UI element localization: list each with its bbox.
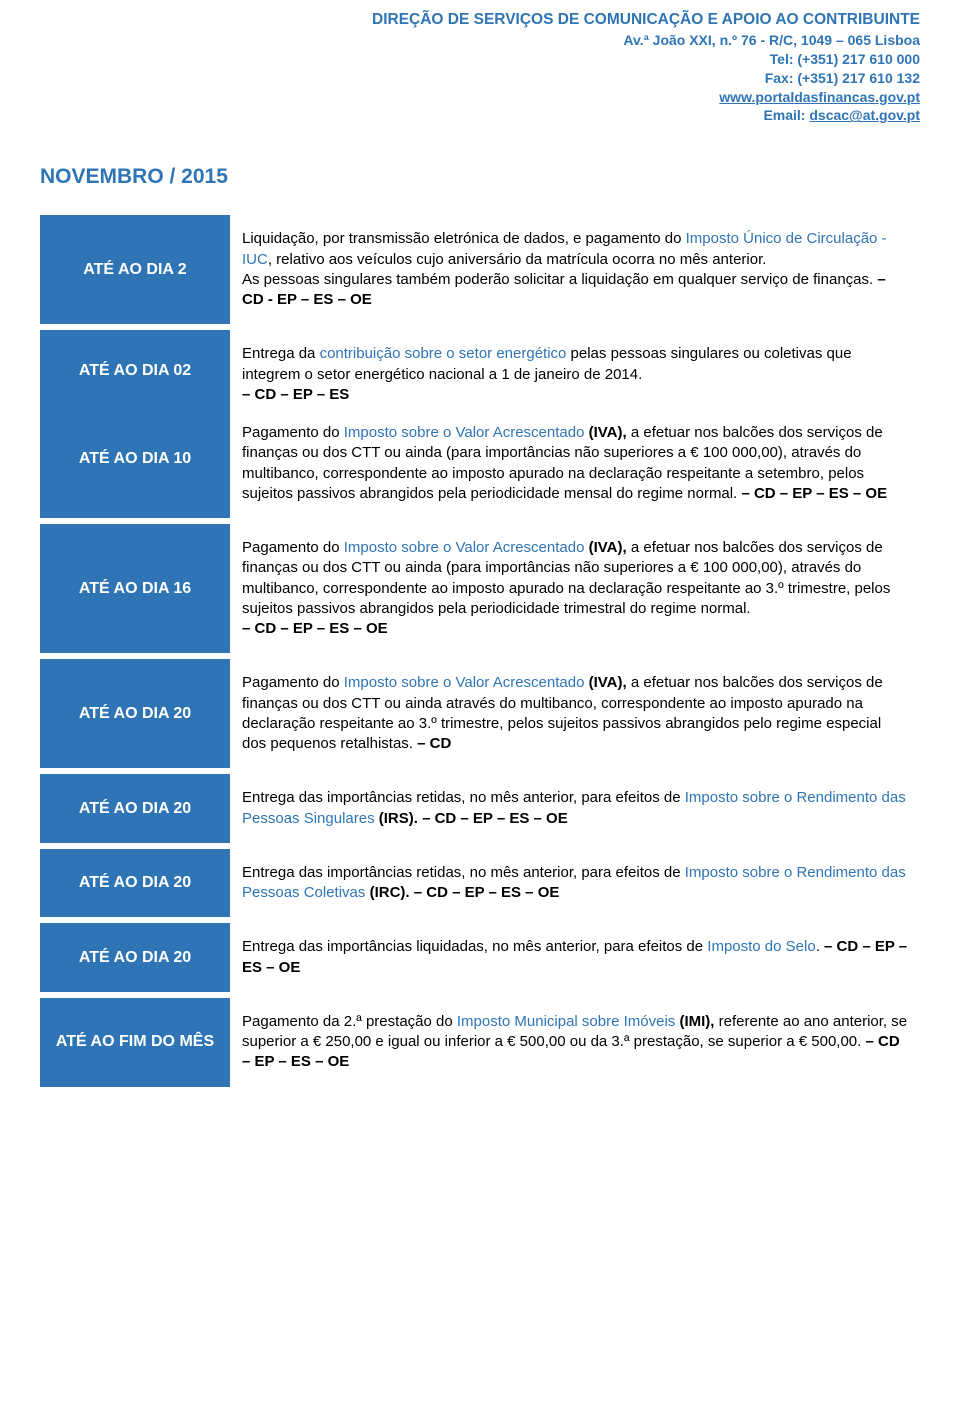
deadline-label: ATÉ AO DIA 02 [40, 340, 230, 410]
body-text: Entrega das importâncias retidas, no mês… [242, 864, 685, 881]
obligation-block: Pagamento do Imposto sobre o Valor Acres… [242, 538, 908, 639]
deadline-label: ATÉ AO DIA 16 [79, 580, 191, 597]
table-row: ATÉ AO DIA 2 Liquidação, por transmissão … [40, 215, 920, 324]
bold-tag: – CD [417, 735, 451, 752]
obligation-block: Pagamento da 2.ª prestação do Imposto Mu… [242, 1012, 908, 1073]
deadline-label: ATÉ AO DIA 10 [40, 410, 230, 508]
table-row: ATÉ AO DIA 20 Entrega das importâncias re… [40, 849, 920, 918]
table-row: ATÉ AO DIA 02ATÉ AO DIA 10Entrega da con… [40, 330, 920, 518]
deadline-cell: ATÉ AO DIA 20 [40, 659, 230, 768]
body-text: Entrega da [242, 345, 320, 362]
table-row: ATÉ AO FIM DO MÊS Pagamento da 2.ª presta… [40, 998, 920, 1087]
description-cell: Entrega das importâncias retidas, no mês… [230, 774, 920, 843]
table-row: ATÉ AO DIA 20 Entrega das importâncias re… [40, 774, 920, 843]
deadline-label: ATÉ AO DIA 20 [79, 874, 191, 891]
description-cell: Entrega das importâncias liquidadas, no … [230, 923, 920, 992]
highlight-text: Imposto sobre o Valor Acrescentado [344, 674, 585, 691]
deadline-label: ATÉ AO DIA 20 [79, 705, 191, 722]
bold-tag: (IVA), [589, 674, 627, 691]
obligation-block: Entrega das importâncias liquidadas, no … [242, 937, 908, 978]
deadline-label: ATÉ AO DIA 20 [79, 949, 191, 966]
body-text: Entrega das importâncias retidas, no mês… [242, 789, 685, 806]
table-row: ATÉ AO DIA 16 Pagamento do Imposto sobre … [40, 524, 920, 653]
deadline-cell: ATÉ AO DIA 16 [40, 524, 230, 653]
highlight-text: Imposto sobre o Valor Acrescentado [344, 424, 585, 441]
highlight-text: contribuição sobre o setor energético [320, 345, 567, 362]
org-address: Av.ª João XXI, n.º 76 - R/C, 1049 – 065 … [40, 31, 920, 50]
org-title: DIREÇÃO DE SERVIÇOS DE COMUNICAÇÃO E APO… [40, 10, 920, 31]
table-row: ATÉ AO DIA 20 Entrega das importâncias li… [40, 923, 920, 992]
bold-tag: (IVA), [589, 424, 627, 441]
deadline-cell: ATÉ AO DIA 20 [40, 923, 230, 992]
highlight-text: Imposto Municipal sobre Imóveis [457, 1013, 675, 1030]
description-cell: Pagamento da 2.ª prestação do Imposto Mu… [230, 998, 920, 1087]
org-fax: Fax: (+351) 217 610 132 [40, 69, 920, 88]
bold-tag: (IRC). – CD – EP – ES – OE [370, 884, 560, 901]
deadline-cell: ATÉ AO DIA 20 [40, 774, 230, 843]
body-text: Pagamento do [242, 539, 344, 556]
obligation-block: Entrega das importâncias retidas, no mês… [242, 863, 908, 904]
description-cell: Entrega da contribuição sobre o setor en… [230, 330, 920, 518]
deadline-cell: ATÉ AO FIM DO MÊS [40, 998, 230, 1087]
org-url[interactable]: www.portaldasfinancas.gov.pt [719, 89, 920, 105]
bold-tag: (IVA), [589, 539, 627, 556]
description-cell: Pagamento do Imposto sobre o Valor Acres… [230, 659, 920, 768]
highlight-text: Imposto do Selo [707, 938, 815, 955]
bold-tag: – CD – EP – ES – OE [741, 485, 887, 502]
email-label: Email: [763, 107, 809, 123]
org-email[interactable]: dscac@at.gov.pt [809, 107, 920, 123]
obligation-block: Entrega das importâncias retidas, no mês… [242, 788, 908, 829]
bold-tag: – CD – EP – ES – OE [242, 620, 388, 637]
deadline-cell: ATÉ AO DIA 2 [40, 215, 230, 324]
month-title: NOVEMBRO / 2015 [40, 165, 920, 189]
obligation-block: Pagamento do Imposto sobre o Valor Acres… [242, 673, 908, 754]
bold-tag: (IRS). – CD – EP – ES – OE [379, 810, 568, 827]
obligation-block: Pagamento do Imposto sobre o Valor Acres… [242, 423, 908, 504]
description-cell: Pagamento do Imposto sobre o Valor Acres… [230, 524, 920, 653]
deadline-cell: ATÉ AO DIA 20 [40, 849, 230, 918]
body-text: Pagamento do [242, 424, 344, 441]
description-cell: Entrega das importâncias retidas, no mês… [230, 849, 920, 918]
body-text: As pessoas singulares também poderão sol… [242, 271, 877, 288]
bold-tag: – CD – EP – ES [242, 386, 349, 403]
deadline-label: ATÉ AO DIA 20 [79, 800, 191, 817]
obligation-block: Liquidação, por transmissão eletrónica d… [242, 229, 908, 310]
obligations-tbody: ATÉ AO DIA 2 Liquidação, por transmissão … [40, 215, 920, 1086]
table-row: ATÉ AO DIA 20 Pagamento do Imposto sobre … [40, 659, 920, 768]
obligations-table: ATÉ AO DIA 2 Liquidação, por transmissão … [40, 209, 920, 1092]
letterhead: DIREÇÃO DE SERVIÇOS DE COMUNICAÇÃO E APO… [40, 10, 920, 125]
deadline-label: ATÉ AO DIA 2 [83, 261, 186, 278]
body-text: . [816, 938, 824, 955]
body-text: Entrega das importâncias liquidadas, no … [242, 938, 707, 955]
highlight-text: Imposto sobre o Valor Acrescentado [344, 539, 585, 556]
obligation-block: Entrega da contribuição sobre o setor en… [242, 344, 908, 405]
body-text: Liquidação, por transmissão eletrónica d… [242, 230, 686, 247]
deadline-cell: ATÉ AO DIA 02ATÉ AO DIA 10 [40, 330, 230, 518]
description-cell: Liquidação, por transmissão eletrónica d… [230, 215, 920, 324]
bold-tag: (IMI), [679, 1013, 714, 1030]
org-tel: Tel: (+351) 217 610 000 [40, 50, 920, 69]
deadline-label: ATÉ AO FIM DO MÊS [56, 1033, 214, 1050]
body-text: , relativo aos veículos cujo aniversário… [268, 251, 767, 268]
body-text: Pagamento do [242, 674, 344, 691]
body-text: Pagamento da 2.ª prestação do [242, 1013, 457, 1030]
